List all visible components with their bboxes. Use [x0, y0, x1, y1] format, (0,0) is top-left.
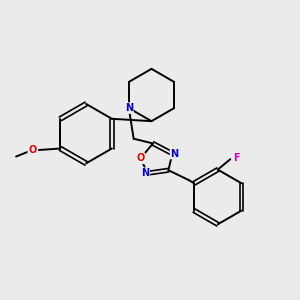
Text: N: N: [171, 148, 179, 159]
Text: O: O: [136, 153, 145, 163]
Text: N: N: [141, 168, 149, 178]
Text: F: F: [233, 153, 239, 163]
Text: N: N: [125, 103, 133, 113]
Text: O: O: [28, 145, 37, 155]
